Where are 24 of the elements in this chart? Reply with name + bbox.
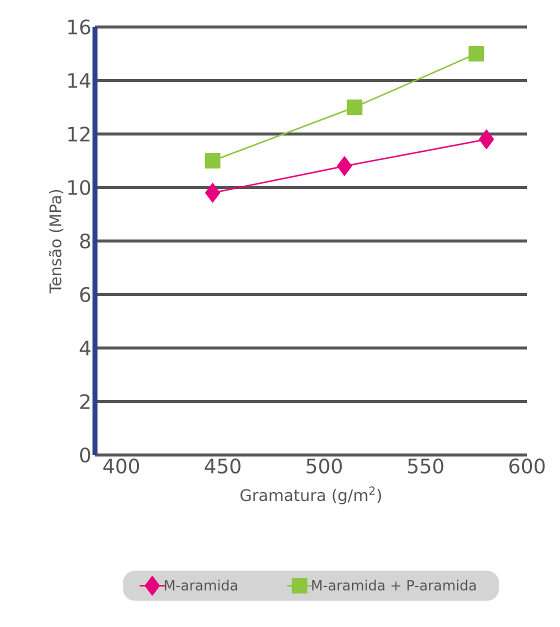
y-tick-label: 6 <box>80 286 90 302</box>
point <box>336 156 352 176</box>
point <box>346 99 362 115</box>
y-tick-label: 16 <box>68 19 90 35</box>
x-tick-label: 550 <box>408 458 444 474</box>
y-tick-label: 8 <box>80 233 90 249</box>
legend-label: M-aramida <box>164 580 238 591</box>
y-tick-label: 12 <box>68 126 90 142</box>
y-tick-label: 14 <box>68 73 90 88</box>
y-tick-label: 4 <box>80 340 90 356</box>
x-tick-label: 500 <box>306 458 342 474</box>
point <box>204 152 220 168</box>
point <box>468 46 484 62</box>
y-tick-label: 0 <box>80 447 90 463</box>
legend-label: M-aramida + P-aramida <box>312 580 476 591</box>
y-tick-label: 2 <box>80 394 90 409</box>
x-tick-label: 600 <box>509 458 545 474</box>
x-axis-title: Gramatura (g/m$^{2}$) <box>240 486 382 504</box>
point <box>478 130 494 150</box>
y-tick-label: 10 <box>68 180 90 196</box>
point <box>205 183 220 203</box>
x-tick-label: 450 <box>204 458 240 474</box>
y-axis-title: Tensão (MPa) <box>48 190 64 294</box>
x-tick-label: 400 <box>103 458 140 474</box>
